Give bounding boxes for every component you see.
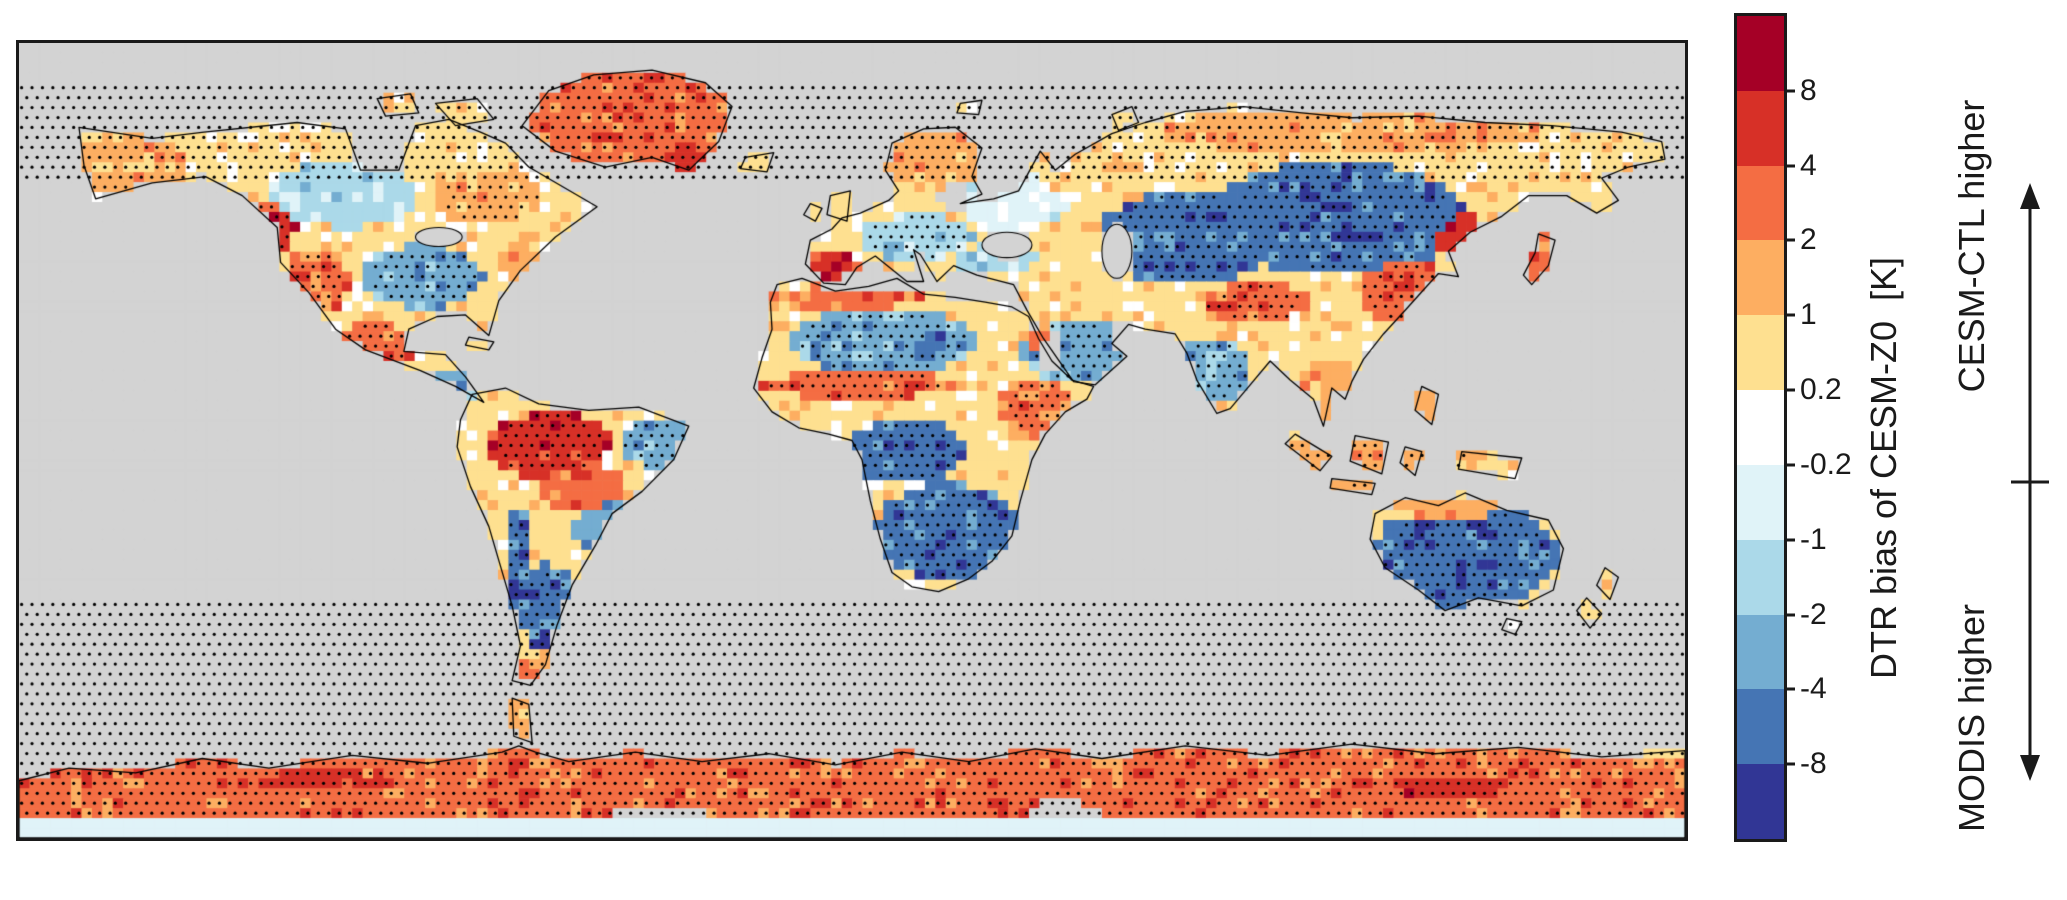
colorbar-tick-mark xyxy=(1785,463,1795,467)
colorbar-segment xyxy=(1737,689,1784,765)
colorbar-tick-mark xyxy=(1785,762,1795,766)
colorbar-tick-mark xyxy=(1785,164,1795,168)
dtr-bias-world-map xyxy=(19,43,1685,838)
colorbar-tick-label: -2 xyxy=(1800,597,1827,631)
colorbar-tick-mark xyxy=(1785,388,1795,392)
upper-direction-label: CESM-CTL higher xyxy=(1951,99,1992,393)
colorbar-tick-label: 0.2 xyxy=(1800,373,1842,407)
colorbar-tick-label: 8 xyxy=(1800,73,1817,107)
colorbar-tick-label: 2 xyxy=(1800,223,1817,257)
colorbar-segment xyxy=(1737,464,1784,540)
colorbar-tick-mark xyxy=(1785,89,1795,93)
colorbar-segment xyxy=(1737,240,1784,316)
colorbar-tick-mark xyxy=(1785,238,1795,242)
colorbar-tick-label: -0.2 xyxy=(1800,447,1852,481)
colorbar-tick-label: 4 xyxy=(1800,148,1817,182)
lower-direction-label: MODIS higher xyxy=(1951,603,1992,833)
colorbar-tick-label: -8 xyxy=(1800,747,1827,781)
colorbar-segment xyxy=(1737,16,1784,91)
colorbar-tick-label: -1 xyxy=(1800,522,1827,556)
colorbar-tick-mark xyxy=(1785,613,1795,617)
world-map-panel xyxy=(16,40,1688,841)
colorbar xyxy=(1734,13,1787,842)
colorbar-segment xyxy=(1737,539,1784,615)
colorbar-tick-mark xyxy=(1785,687,1795,691)
colorbar-tick-label: -4 xyxy=(1800,672,1827,706)
colorbar-segment xyxy=(1737,165,1784,241)
arrow-head-up xyxy=(2020,183,2040,209)
colorbar-segment xyxy=(1737,315,1784,391)
colorbar-segment xyxy=(1737,764,1784,839)
colorbar-axis-label: DTR bias of CESM-Z0 [K] xyxy=(1863,256,1904,680)
colorbar-tick-mark xyxy=(1785,313,1795,317)
direction-double-arrow xyxy=(2011,183,2049,781)
colorbar-segment xyxy=(1737,390,1784,465)
colorbar-segment xyxy=(1737,614,1784,690)
colorbar-tick-label: 1 xyxy=(1800,298,1817,332)
colorbar-segment xyxy=(1737,90,1784,166)
colorbar-tick-mark xyxy=(1785,538,1795,542)
arrow-head-down xyxy=(2020,755,2040,781)
